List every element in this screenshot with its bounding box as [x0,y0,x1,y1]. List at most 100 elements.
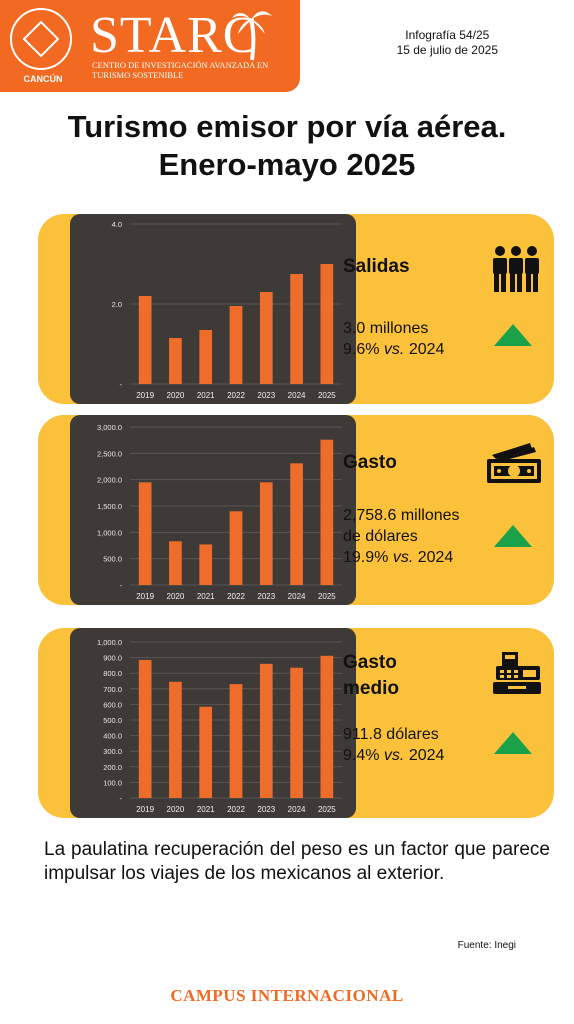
infographic-meta: Infografía 54/25 15 de julio de 2025 [397,28,498,58]
bar-chart-gasto: - 500.0 1,000.0 1,500.0 2,000.0 2,500.0 3,000.… [97,423,342,601]
x-tick-label: 2025 [318,592,336,601]
x-tick-label: 2020 [167,805,185,814]
banknote-icon [487,443,541,483]
x-tick-label: 2022 [227,391,245,400]
panel-gasto: - 500.0 1,000.0 1,500.0 2,000.0 2,500.0 3,000.… [38,415,554,605]
x-tick-label: 2025 [318,805,336,814]
x-tick-label: 2021 [197,805,215,814]
value-salidas: 3.0 millones 9.6% vs. 2024 [343,318,444,360]
people-icon [493,246,539,292]
y-tick-label: 500.0 [103,716,122,725]
y-tick-label: 800.0 [103,669,122,678]
bar-gasto-medio-2022 [229,684,243,798]
caption: La paulatina recuperación del peso es un… [44,839,550,884]
trend-up-icon [494,324,532,346]
x-tick-label: 2022 [227,805,245,814]
bar-salidas-2023 [259,292,273,384]
bar-gasto-2021 [199,544,213,585]
y-tick-label: - [120,380,123,389]
publication-date: 15 de julio de 2025 [396,43,498,57]
bar-gasto-medio-2020 [169,681,182,798]
x-tick-label: 2020 [167,391,185,400]
x-tick-label: 2021 [197,592,215,601]
y-tick-label: 3,000.0 [97,423,122,432]
x-tick-label: 2023 [257,592,275,601]
bar-gasto-2024 [290,463,303,585]
value-gasto-medio: 911.8 dólares 9.4% vs. 2024 [343,724,444,766]
y-tick-label: 2,500.0 [97,449,122,458]
value-salidas-change: 9.6% vs. 2024 [343,341,445,358]
bar-chart-salidas: - 2.0 4.0 2019 2020 2021 2022 2023 2024 2025 [112,220,342,400]
infographic-number: Infografía 54/25 [405,28,490,42]
x-tick-label: 2024 [288,805,306,814]
bar-salidas-2019 [138,296,152,384]
x-tick-label: 2024 [288,592,306,601]
x-tick-label: 2025 [318,391,336,400]
x-tick-label: 2021 [197,391,215,400]
value-salidas-total: 3.0 millones [343,320,429,337]
title-line-2: Enero-mayo 2025 [158,147,416,182]
y-tick-label: 1,000.0 [97,638,122,647]
y-tick-label: 2.0 [112,300,122,309]
x-tick-label: 2020 [167,592,185,601]
chart-gasto: - 500.0 1,000.0 1,500.0 2,000.0 2,500.0 3,000.… [70,415,356,605]
bar-gasto-medio-2021 [199,706,213,798]
value-gasto: 2,758.6 millones de dólares 19.9% vs. 20… [343,505,460,568]
bar-gasto-medio-2025 [320,655,334,798]
value-gasto-medio-change: 9.4% vs. 2024 [343,747,445,764]
bar-gasto-2025 [320,439,334,585]
value-gasto-total: 2,758.6 millones [343,507,460,524]
y-tick-label: 500.0 [103,555,122,564]
panel-title-gasto: Gasto [343,452,397,473]
university-seal-icon [10,8,72,70]
bar-gasto-medio-2023 [259,663,273,798]
value-gasto-change: 19.9% vs. 2024 [343,549,454,566]
panel-gasto-medio: - 100.0 200.0 300.0 400.0 500.0 600.0 700.0 800.… [38,628,554,818]
bar-salidas-2024 [290,274,303,384]
palm-tree-icon [232,11,272,61]
y-tick-label: 400.0 [103,732,122,741]
y-tick-label: 4.0 [112,220,122,229]
x-tick-label: 2023 [257,805,275,814]
trend-up-icon [494,525,532,547]
x-tick-label: 2019 [136,592,154,601]
y-tick-label: 1,500.0 [97,502,122,511]
source: Fuente: Inegi [457,940,516,951]
bar-gasto-medio-2024 [290,667,303,798]
chart-salidas: - 2.0 4.0 2019 2020 2021 2022 2023 2024 2025 [70,214,356,404]
logo-subtitle: Centro de Investigación Avanzada en Turi… [92,60,269,80]
header-banner: CANCÚN STARC Centro de Investigación Ava… [0,0,300,92]
footer-brand: CAMPUS INTERNACIONAL [170,986,404,1005]
y-tick-label: 200.0 [103,763,122,772]
y-tick-label: 1,000.0 [97,528,122,537]
x-tick-label: 2019 [136,805,154,814]
x-tick-label: 2024 [288,391,306,400]
y-tick-label: 600.0 [103,700,122,709]
chart-gasto-medio: - 100.0 200.0 300.0 400.0 500.0 600.0 700.0 800.… [70,628,356,818]
bar-salidas-2022 [229,306,243,384]
bar-gasto-2020 [169,541,182,585]
y-tick-label: 700.0 [103,685,122,694]
value-gasto-medio-total: 911.8 dólares [343,726,439,743]
title-line-1: Turismo emisor por vía aérea. [67,109,507,144]
y-tick-label: 2,000.0 [97,476,122,485]
y-tick-label: - [120,581,123,590]
bar-salidas-2021 [199,330,213,384]
page-title: Turismo emisor por vía aérea. Enero-mayo… [0,108,574,184]
bar-salidas-2025 [320,264,334,384]
y-tick-label: 900.0 [103,654,122,663]
panel-title-gasto-medio: Gasto medio [343,652,399,699]
y-tick-label: - [120,794,123,803]
bar-salidas-2020 [169,338,182,384]
bar-chart-gasto-medio: - 100.0 200.0 300.0 400.0 500.0 600.0 700.0 800.… [97,638,342,814]
bar-gasto-2019 [138,482,152,585]
x-tick-label: 2019 [136,391,154,400]
cash-register-icon [493,652,541,694]
seal-label: CANCÚN [23,74,63,84]
y-tick-label: 300.0 [103,747,122,756]
logo-text: STARC [90,7,259,64]
bar-gasto-2022 [229,511,243,585]
value-gasto-unit: de dólares [343,528,418,545]
bar-gasto-medio-2019 [138,659,152,798]
y-tick-label: 100.0 [103,778,122,787]
